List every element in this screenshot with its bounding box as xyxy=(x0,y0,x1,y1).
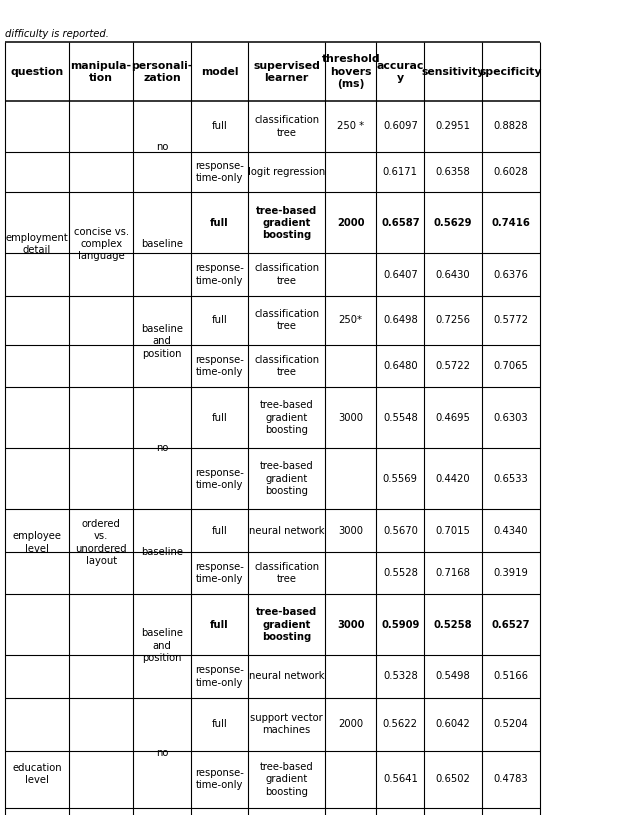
Text: 0.6376: 0.6376 xyxy=(493,270,528,280)
Text: 0.6498: 0.6498 xyxy=(383,315,418,325)
Text: 0.6303: 0.6303 xyxy=(493,412,528,423)
Text: classification
tree: classification tree xyxy=(254,355,319,377)
Text: response-
time-only: response- time-only xyxy=(195,263,244,286)
Text: 0.7256: 0.7256 xyxy=(436,315,470,325)
Text: full: full xyxy=(212,526,227,535)
Text: 0.5258: 0.5258 xyxy=(434,619,472,630)
Text: classification
tree: classification tree xyxy=(254,562,319,584)
Text: full: full xyxy=(212,121,227,131)
Text: 0.5909: 0.5909 xyxy=(381,619,419,630)
Text: 0.5569: 0.5569 xyxy=(383,474,418,484)
Text: 2000: 2000 xyxy=(337,218,364,228)
Text: ordered
vs.
unordered
layout: ordered vs. unordered layout xyxy=(76,519,127,566)
Text: tree-based
gradient
boosting: tree-based gradient boosting xyxy=(260,762,314,796)
Text: 0.4695: 0.4695 xyxy=(436,412,470,423)
Text: sensitivity: sensitivity xyxy=(422,67,484,77)
Text: no: no xyxy=(156,142,168,152)
Text: employment
detail: employment detail xyxy=(6,233,68,255)
Text: 0.3919: 0.3919 xyxy=(493,568,528,578)
Text: tree-based
gradient
boosting: tree-based gradient boosting xyxy=(256,607,317,642)
Text: 250 *: 250 * xyxy=(337,121,364,131)
Text: 0.2951: 0.2951 xyxy=(436,121,470,131)
Text: response-
time-only: response- time-only xyxy=(195,468,244,490)
Text: personali-
zation: personali- zation xyxy=(131,60,193,83)
Text: 0.6042: 0.6042 xyxy=(436,719,470,729)
Text: 0.6430: 0.6430 xyxy=(436,270,470,280)
Text: response-
time-only: response- time-only xyxy=(195,355,244,377)
Text: 0.6502: 0.6502 xyxy=(436,774,470,784)
Text: 0.8828: 0.8828 xyxy=(493,121,528,131)
Text: 0.5204: 0.5204 xyxy=(493,719,528,729)
Text: 0.7015: 0.7015 xyxy=(436,526,470,535)
Text: 0.7168: 0.7168 xyxy=(436,568,470,578)
Text: 0.5498: 0.5498 xyxy=(436,672,470,681)
Text: 0.6097: 0.6097 xyxy=(383,121,418,131)
Text: 0.5548: 0.5548 xyxy=(383,412,418,423)
Text: question: question xyxy=(10,67,64,77)
Text: education
level: education level xyxy=(12,763,62,785)
Text: full: full xyxy=(212,412,227,423)
Text: no: no xyxy=(156,747,168,758)
Text: difficulty is reported.: difficulty is reported. xyxy=(5,29,109,38)
Text: 3000: 3000 xyxy=(337,619,364,630)
Text: 0.6358: 0.6358 xyxy=(436,167,470,177)
Text: response-
time-only: response- time-only xyxy=(195,665,244,688)
Text: neural network: neural network xyxy=(249,672,324,681)
Text: accurac
y: accurac y xyxy=(376,60,424,83)
Text: support vector
machines: support vector machines xyxy=(250,713,323,735)
Text: 0.6028: 0.6028 xyxy=(493,167,528,177)
Text: full: full xyxy=(210,218,229,228)
Text: response-
time-only: response- time-only xyxy=(195,562,244,584)
Text: 0.5166: 0.5166 xyxy=(493,672,528,681)
Text: full: full xyxy=(212,719,227,729)
Text: specificity: specificity xyxy=(479,67,542,77)
Text: 0.7065: 0.7065 xyxy=(493,361,528,371)
Text: manipula-
tion: manipula- tion xyxy=(70,60,132,83)
Text: threshold
hovers
(ms): threshold hovers (ms) xyxy=(321,55,380,89)
Text: logit regression: logit regression xyxy=(248,167,325,177)
Text: tree-based
gradient
boosting: tree-based gradient boosting xyxy=(256,205,317,240)
Text: 0.6587: 0.6587 xyxy=(381,218,420,228)
Text: 0.6533: 0.6533 xyxy=(493,474,528,484)
Text: tree-based
gradient
boosting: tree-based gradient boosting xyxy=(260,400,314,435)
Text: baseline
and
position: baseline and position xyxy=(141,628,183,663)
Text: 3000: 3000 xyxy=(338,412,364,423)
Text: full: full xyxy=(210,619,229,630)
Text: 3000: 3000 xyxy=(338,526,364,535)
Text: classification
tree: classification tree xyxy=(254,263,319,286)
Text: neural network: neural network xyxy=(249,526,324,535)
Text: 0.6407: 0.6407 xyxy=(383,270,418,280)
Text: 0.7416: 0.7416 xyxy=(492,218,530,228)
Text: baseline: baseline xyxy=(141,547,183,557)
Text: 0.5528: 0.5528 xyxy=(383,568,418,578)
Text: tree-based
gradient
boosting: tree-based gradient boosting xyxy=(260,461,314,496)
Text: 2000: 2000 xyxy=(338,719,364,729)
Text: supervised
learner: supervised learner xyxy=(253,60,320,83)
Text: classification
tree: classification tree xyxy=(254,309,319,332)
Text: classification
tree: classification tree xyxy=(254,115,319,138)
Text: response-
time-only: response- time-only xyxy=(195,161,244,183)
Text: 0.6480: 0.6480 xyxy=(383,361,418,371)
Text: 0.4340: 0.4340 xyxy=(493,526,528,535)
Text: 0.6527: 0.6527 xyxy=(492,619,530,630)
Text: 250*: 250* xyxy=(339,315,363,325)
Text: 0.5622: 0.5622 xyxy=(383,719,418,729)
Text: concise vs.
complex
language: concise vs. complex language xyxy=(74,227,129,262)
Text: baseline: baseline xyxy=(141,239,183,249)
Text: employee
level: employee level xyxy=(13,531,61,553)
Text: 0.4783: 0.4783 xyxy=(493,774,528,784)
Text: 0.4420: 0.4420 xyxy=(436,474,470,484)
Text: 0.6171: 0.6171 xyxy=(383,167,418,177)
Text: 0.5670: 0.5670 xyxy=(383,526,418,535)
Text: no: no xyxy=(156,443,168,453)
Text: 0.5328: 0.5328 xyxy=(383,672,418,681)
Text: baseline
and
position: baseline and position xyxy=(141,324,183,359)
Text: full: full xyxy=(212,315,227,325)
Text: 0.5629: 0.5629 xyxy=(434,218,472,228)
Text: model: model xyxy=(201,67,238,77)
Text: 0.5641: 0.5641 xyxy=(383,774,418,784)
Text: 0.5772: 0.5772 xyxy=(493,315,528,325)
Text: 0.5722: 0.5722 xyxy=(436,361,470,371)
Text: response-
time-only: response- time-only xyxy=(195,768,244,791)
